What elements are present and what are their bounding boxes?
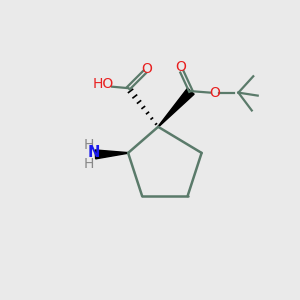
Text: HO: HO: [92, 77, 114, 91]
Polygon shape: [158, 88, 194, 127]
Text: O: O: [209, 85, 220, 100]
Text: O: O: [175, 60, 186, 74]
Text: O: O: [141, 62, 152, 76]
Text: H: H: [84, 138, 94, 152]
Text: N: N: [88, 146, 100, 160]
Text: H: H: [84, 157, 94, 171]
Polygon shape: [95, 150, 128, 159]
